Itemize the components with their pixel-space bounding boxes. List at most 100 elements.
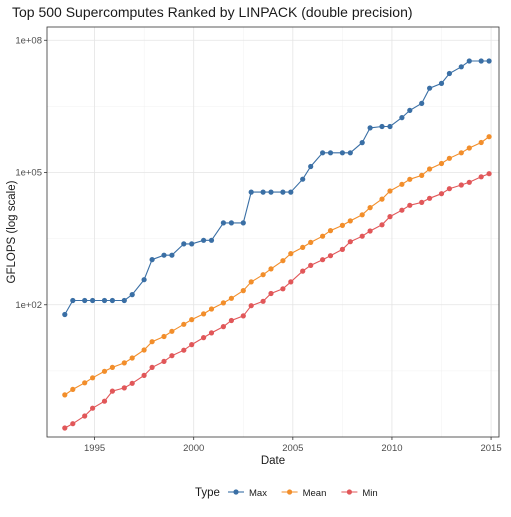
data-point-mean <box>419 172 425 178</box>
data-point-max <box>189 241 195 247</box>
data-point-max <box>486 58 492 64</box>
data-point-mean <box>359 212 365 218</box>
data-point-min <box>149 364 155 370</box>
data-point-max <box>466 58 472 64</box>
data-point-max <box>458 64 464 70</box>
legend-key-point-min <box>346 489 352 495</box>
data-point-mean <box>141 347 147 353</box>
x-tick-label: 2005 <box>282 443 303 454</box>
data-point-min <box>169 353 175 359</box>
data-point-mean <box>379 196 385 202</box>
data-point-mean <box>220 300 226 306</box>
data-point-max <box>427 85 433 91</box>
data-point-min <box>260 298 266 304</box>
data-point-mean <box>367 205 373 211</box>
data-point-min <box>399 207 405 213</box>
series-layer <box>62 58 492 431</box>
legend-key-point-mean <box>287 489 293 495</box>
data-point-max <box>228 220 234 226</box>
legend-label-min: Min <box>362 488 377 499</box>
data-point-mean <box>308 239 314 245</box>
legend: Type Max Mean Min <box>195 487 378 499</box>
data-point-mean <box>466 145 472 151</box>
data-point-max <box>339 150 345 156</box>
legend-title: Type <box>195 487 220 499</box>
data-point-min <box>70 421 76 427</box>
x-tick-label: 1995 <box>84 443 105 454</box>
data-point-mean <box>248 279 254 285</box>
data-point-min <box>320 257 326 263</box>
data-point-max <box>240 220 246 226</box>
data-point-max <box>347 150 353 156</box>
data-point-mean <box>129 355 135 361</box>
data-point-min <box>347 239 353 245</box>
legend-label-mean: Mean <box>303 488 327 499</box>
data-point-max <box>288 189 294 195</box>
data-point-mean <box>320 233 326 239</box>
data-point-max <box>109 297 115 304</box>
data-point-mean <box>486 134 492 140</box>
data-point-min <box>121 385 127 391</box>
data-point-mean <box>70 386 76 392</box>
data-point-min <box>109 388 115 394</box>
series-max <box>62 58 492 318</box>
data-point-max <box>327 150 334 156</box>
data-point-mean <box>82 380 88 386</box>
data-point-mean <box>109 364 115 370</box>
data-point-mean <box>260 272 266 278</box>
data-point-min <box>288 279 294 285</box>
data-point-max <box>82 297 88 304</box>
data-point-min <box>90 405 96 411</box>
data-point-max <box>90 297 96 304</box>
data-point-max <box>169 252 175 258</box>
data-point-mean <box>478 139 484 146</box>
series-mean <box>62 134 492 398</box>
legend-item-mean: Mean <box>281 488 327 499</box>
data-point-mean <box>90 375 96 381</box>
data-point-min <box>359 233 365 239</box>
data-point-min <box>458 182 464 188</box>
data-point-min <box>478 174 484 180</box>
data-point-mean <box>446 155 452 161</box>
data-point-min <box>201 335 207 341</box>
x-axis-label: Date <box>261 455 285 467</box>
data-point-min <box>280 286 286 292</box>
data-point-max <box>101 297 108 304</box>
data-point-mean <box>189 317 195 323</box>
data-point-mean <box>327 228 334 234</box>
plot-border <box>46 26 500 438</box>
data-point-min <box>240 313 246 319</box>
data-point-max <box>181 241 187 247</box>
data-point-max <box>379 123 385 130</box>
data-point-mean <box>101 368 108 374</box>
data-point-mean <box>438 160 445 167</box>
data-point-min <box>427 195 433 201</box>
data-point-min <box>407 202 413 208</box>
data-point-mean <box>407 176 413 182</box>
data-point-mean <box>387 188 393 194</box>
data-point-max <box>280 189 286 195</box>
data-point-min <box>379 222 385 228</box>
data-point-max <box>248 189 254 195</box>
data-point-max <box>407 107 413 113</box>
data-point-max <box>149 257 155 263</box>
data-point-min <box>129 380 135 386</box>
data-point-min <box>339 246 345 252</box>
data-point-min <box>181 347 187 353</box>
data-point-max <box>129 292 135 298</box>
y-axis-label: GFLOPS (log scale) <box>6 180 18 283</box>
x-tick-label: 2010 <box>381 443 402 454</box>
chart-title: Top 500 Supercomputes Ranked by LINPACK … <box>12 4 413 20</box>
legend-item-min: Min <box>341 488 378 499</box>
x-axis-ticks: 1995 2000 2005 2010 2015 <box>84 437 502 454</box>
data-point-max <box>220 220 226 226</box>
data-point-min <box>486 171 492 177</box>
data-point-max <box>478 58 484 64</box>
data-point-min <box>438 191 445 197</box>
data-point-max <box>367 125 373 131</box>
data-point-max <box>438 80 445 86</box>
data-point-mean <box>201 311 207 317</box>
data-point-max <box>201 237 207 243</box>
data-point-min <box>327 253 334 259</box>
